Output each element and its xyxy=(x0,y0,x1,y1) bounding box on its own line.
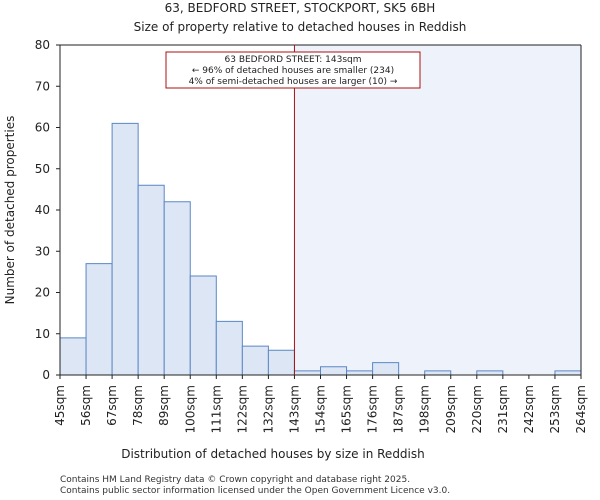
annotation-line-1: 63 BEDFORD STREET: 143sqm xyxy=(225,55,362,65)
chart-title: 63, BEDFORD STREET, STOCKPORT, SK5 6BH xyxy=(165,1,436,15)
bar-89sqm xyxy=(163,201,191,376)
x-tick-label: 78sqm xyxy=(131,385,145,426)
bar-176sqm xyxy=(372,362,400,376)
y-tick-label: 70 xyxy=(35,79,50,93)
bar-154sqm xyxy=(320,366,348,376)
x-tick-label: 45sqm xyxy=(53,385,67,426)
y-tick-label: 20 xyxy=(35,286,50,300)
y-ticks: 0 10 20 30 40 50 60 70 80 xyxy=(35,38,60,382)
annotation-box xyxy=(165,51,421,89)
x-tick-label: 132sqm xyxy=(261,385,275,433)
highlight-region xyxy=(294,45,581,375)
x-ticks: 45sqm 56sqm 67sqm 78sqm 89sqm 100sqm 111sqm 122… xyxy=(53,375,588,433)
bar-111sqm xyxy=(215,320,243,376)
bar-122sqm xyxy=(241,345,269,376)
x-tick-label: 56sqm xyxy=(79,385,93,426)
x-tick-label: 111sqm xyxy=(209,385,223,433)
x-tick-label: 220sqm xyxy=(470,385,484,433)
annotation-line-2: ← 96% of detached houses are smaller (23… xyxy=(192,66,394,76)
bar-45sqm xyxy=(59,337,87,376)
x-tick-label: 176sqm xyxy=(366,385,380,433)
y-tick-label: 0 xyxy=(42,368,50,382)
annotation-line-3: 4% of semi-detached houses are larger (1… xyxy=(189,77,398,87)
y-tick-label: 60 xyxy=(35,121,50,135)
x-tick-label: 165sqm xyxy=(340,385,354,433)
x-tick-label: 242sqm xyxy=(522,385,536,433)
bar-143sqm xyxy=(293,370,322,376)
footer-line-2: Contains public sector information licen… xyxy=(60,486,450,496)
bar-67sqm xyxy=(111,122,139,376)
x-tick-label: 122sqm xyxy=(235,385,249,433)
x-tick-label: 143sqm xyxy=(287,385,301,433)
bar-100sqm xyxy=(189,275,217,376)
y-tick-label: 10 xyxy=(35,327,50,341)
bar-220sqm xyxy=(476,370,504,376)
y-tick-label: 50 xyxy=(35,162,50,176)
bar-56sqm xyxy=(85,263,113,376)
x-tick-label: 253sqm xyxy=(548,385,562,433)
x-tick-label: 100sqm xyxy=(183,385,197,433)
x-tick-label: 231sqm xyxy=(496,385,510,433)
bars xyxy=(59,122,582,376)
x-tick-label: 264sqm xyxy=(574,385,588,433)
x-tick-label: 187sqm xyxy=(392,385,406,433)
chart-subtitle: Size of property relative to detached ho… xyxy=(134,20,467,34)
x-axis-label: Distribution of detached houses by size … xyxy=(121,447,425,461)
y-tick-label: 80 xyxy=(35,38,50,52)
x-tick-label: 154sqm xyxy=(314,385,328,433)
bar-198sqm xyxy=(424,370,452,376)
y-tick-label: 40 xyxy=(35,203,50,217)
y-axis-label: Number of detached properties xyxy=(3,116,17,305)
bar-78sqm xyxy=(137,184,165,376)
x-tick-label: 67sqm xyxy=(105,385,119,426)
x-tick-label: 89sqm xyxy=(157,385,171,426)
x-tick-label: 209sqm xyxy=(444,385,458,433)
y-tick-label: 30 xyxy=(35,244,50,258)
footer-line-1: Contains HM Land Registry data © Crown c… xyxy=(60,475,410,485)
x-tick-label: 198sqm xyxy=(418,385,432,433)
bar-165sqm xyxy=(346,370,374,376)
bar-253sqm xyxy=(554,370,582,376)
bar-132sqm xyxy=(267,349,295,376)
